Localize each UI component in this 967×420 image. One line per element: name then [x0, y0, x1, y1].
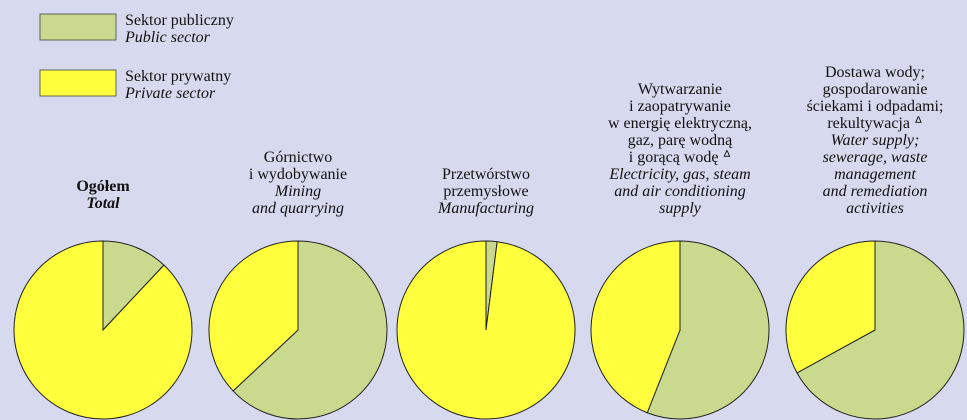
legend-label-en: Private sector: [124, 85, 216, 102]
pie-slice: [796, 240, 965, 420]
pie-title: Total: [86, 195, 120, 212]
pie-slice: [232, 240, 388, 420]
legend-label-en: Public sector: [124, 29, 211, 46]
pie-title: Przetwórstwo: [442, 166, 530, 183]
pie-title: Water supply;: [831, 132, 920, 149]
pie-title: management: [834, 166, 916, 183]
pie-title: gaz, parę wodną: [628, 132, 733, 149]
pie-slice: [102, 240, 165, 332]
pie-title: Manufacturing: [437, 200, 534, 217]
pie-title: Mining: [274, 183, 321, 200]
pie-title: and quarrying: [252, 200, 344, 217]
pie-title: w energię elektryczną,: [608, 115, 752, 132]
legend-label: Sektor publiczny: [125, 12, 234, 29]
pie-title: and remediation: [823, 183, 928, 200]
pie-slice: [13, 240, 193, 420]
pie-slice: [785, 240, 876, 374]
pie-title: gospodarowanie: [823, 81, 928, 98]
pie-title: Górnictwo: [264, 149, 332, 166]
pie-slice: [590, 240, 681, 414]
pie-title: i gorącą wodę ᐞ: [629, 149, 731, 166]
legend-label: Sektor prywatny: [125, 68, 231, 85]
pie-slice: [396, 240, 576, 420]
pie-title: Wytwarzanie: [638, 81, 722, 98]
pie-title: activities: [846, 200, 904, 217]
pie-title: Ogółem: [76, 178, 130, 195]
pie-slice: [646, 240, 770, 420]
pie-title: ściekami i odpadami;: [807, 98, 944, 115]
pie-title: Dostawa wody;: [825, 64, 925, 81]
pie-title: i zaopatrywanie: [629, 98, 731, 115]
pie-slice: [208, 240, 299, 392]
pie-title: rekultywacja ᐞ: [827, 115, 922, 132]
pie-title: przemysłowe: [443, 183, 528, 200]
pie-title: and air conditioning: [614, 183, 746, 200]
pie-title: i wydobywanie: [249, 166, 347, 183]
pie-title: sewerage, waste: [823, 149, 928, 166]
legend-swatch: [39, 13, 117, 41]
pie-title: Electricity, gas, steam: [608, 166, 750, 183]
legend-swatch: [39, 69, 117, 97]
pie-title: supply: [659, 200, 702, 217]
